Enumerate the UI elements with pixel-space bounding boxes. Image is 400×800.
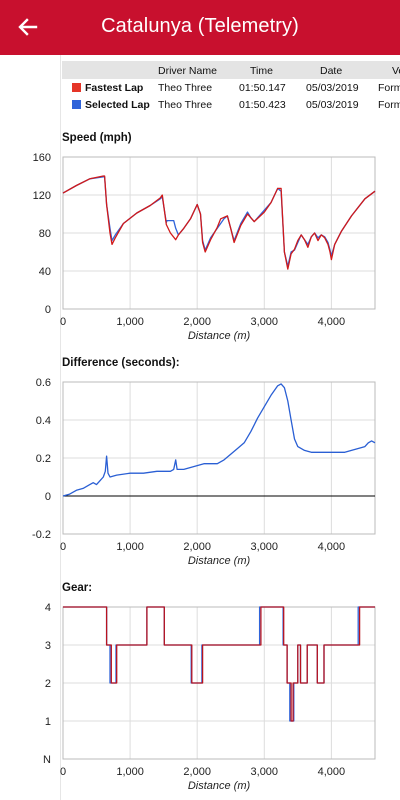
gear-chart: 4 3 2 1 N0 1,000 2,000 3,000 4,000 Distance (m) xyxy=(43,602,376,792)
x-axis-title: Distance (m) xyxy=(188,555,251,567)
y-tick-label: 2 xyxy=(45,678,51,690)
cell-driver: Theo Three xyxy=(158,99,213,111)
x-tick-label: 4,000 xyxy=(318,541,346,553)
legend-swatch-selected xyxy=(72,100,81,109)
legend-label-fastest: Fastest Lap xyxy=(85,82,144,94)
x-axis-title: Distance (m) xyxy=(188,330,251,342)
plot-frame xyxy=(62,156,376,310)
plot-frame xyxy=(62,381,376,535)
speed-chart-title: Speed (mph) xyxy=(62,132,132,144)
x-tick-label: 3,000 xyxy=(251,766,279,778)
y-tick-label: 1 xyxy=(45,716,51,728)
series-line-0 xyxy=(63,606,375,722)
y-tick-label: 40 xyxy=(39,266,51,278)
y-tick-label: 4 xyxy=(45,602,51,614)
cell-time: 01:50.423 xyxy=(239,99,286,111)
column-header-driver: Driver Name xyxy=(158,65,217,77)
x-tick-label: 3,000 xyxy=(251,316,279,328)
series-line-0 xyxy=(62,383,376,497)
cell-driver: Theo Three xyxy=(158,82,213,94)
y-tick-label: 0.6 xyxy=(36,377,51,389)
cell-date: 05/03/2019 xyxy=(306,99,359,111)
x-tick-label: 0 xyxy=(60,766,66,778)
x-axis-title: Distance (m) xyxy=(188,780,251,792)
x-tick-label: 2,000 xyxy=(183,541,211,553)
cell-vehicle: Form xyxy=(378,82,400,94)
x-tick-label: 1,000 xyxy=(116,541,144,553)
cell-time: 01:50.147 xyxy=(239,82,286,94)
y-tick-label: N xyxy=(43,754,51,766)
legend-swatch-fastest xyxy=(72,83,81,92)
y-tick-label: 0.4 xyxy=(36,415,51,427)
app-bar: Catalunya (Telemetry) xyxy=(0,0,400,55)
x-tick-label: 0 xyxy=(60,316,66,328)
arrow-left-icon xyxy=(18,18,38,36)
series-line-1 xyxy=(62,175,376,270)
gear-chart-title: Gear: xyxy=(62,582,93,594)
x-tick-label: 2,000 xyxy=(183,766,211,778)
plot-frame xyxy=(62,606,376,760)
y-tick-label: 80 xyxy=(39,228,51,240)
difference-chart-title: Difference (seconds): xyxy=(62,357,180,369)
back-button[interactable] xyxy=(12,11,44,43)
lap-table: Driver Name Time Date Ve Fastest Lap The… xyxy=(62,61,400,115)
y-tick-label: 120 xyxy=(33,190,51,202)
page-title: Catalunya (Telemetry) xyxy=(101,15,299,37)
y-tick-label: 0.2 xyxy=(36,453,51,465)
legend-label-selected: Selected Lap xyxy=(85,99,150,111)
y-tick-label: 0 xyxy=(45,304,51,316)
difference-chart: 0.6 0.4 0.2 0 -0.2 0 1,000 2,000 3,000 4,000 Dista… xyxy=(32,377,376,567)
x-tick-label: 4,000 xyxy=(318,316,346,328)
y-tick-label: -0.2 xyxy=(32,529,51,541)
content-divider xyxy=(60,55,61,800)
table-header: Driver Name Time Date Ve xyxy=(62,61,400,79)
y-tick-label: 0 xyxy=(45,491,51,503)
column-header-vehicle: Ve xyxy=(392,65,400,77)
x-tick-label: 1,000 xyxy=(116,316,144,328)
cell-date: 05/03/2019 xyxy=(306,82,359,94)
x-tick-label: 4,000 xyxy=(318,766,346,778)
x-tick-label: 2,000 xyxy=(183,316,211,328)
cell-vehicle: Form xyxy=(378,99,400,111)
speed-chart: 160 120 80 40 00 1,000 2,000 3,000 4,000 Distance… xyxy=(33,152,376,342)
y-tick-label: 160 xyxy=(33,152,51,164)
series-line-1 xyxy=(63,606,375,722)
x-tick-label: 0 xyxy=(60,541,66,553)
y-tick-label: 3 xyxy=(45,640,51,652)
x-tick-label: 3,000 xyxy=(251,541,279,553)
table-row[interactable]: Selected Lap Theo Three 01:50.423 05/03/… xyxy=(62,96,400,113)
x-tick-label: 1,000 xyxy=(116,766,144,778)
column-header-date: Date xyxy=(320,65,343,77)
column-header-time: Time xyxy=(250,65,273,77)
table-row[interactable]: Fastest Lap Theo Three 01:50.147 05/03/2… xyxy=(62,79,400,96)
